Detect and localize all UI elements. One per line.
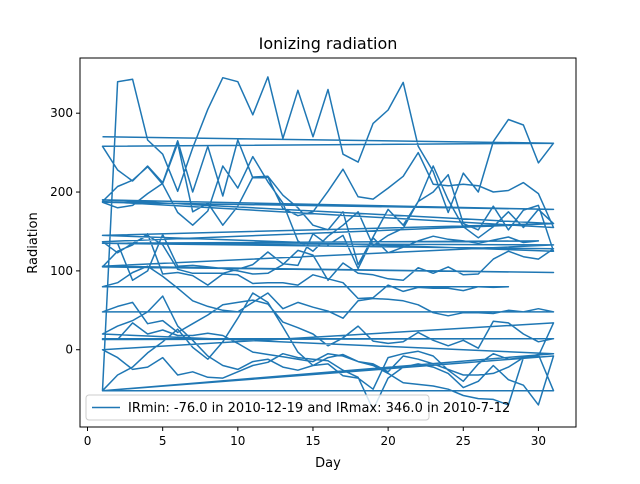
legend-entry-label: IRmin: -76.0 in 2010-12-19 and IRmax: 34… [128,401,510,416]
x-tick-label: 5 [159,434,167,448]
chart-title: Ionizing radiation [259,34,398,53]
y-axis: 0 100 200 300 [50,106,80,357]
y-tick-label: 200 [50,185,73,199]
legend: IRmin: -76.0 in 2010-12-19 and IRmax: 34… [85,394,510,421]
x-tick-label: 10 [230,434,245,448]
y-tick-label: 100 [50,264,73,278]
x-tick-label: 20 [380,434,395,448]
x-tick-label: 25 [456,434,471,448]
axes-frame [79,57,577,428]
x-axis: 0 5 10 15 20 25 30 [84,427,546,448]
x-tick-label: 0 [84,434,92,448]
legend-box [85,394,430,421]
x-axis-label: Day [315,456,341,471]
x-tick-label: 30 [531,434,546,448]
series-layer [101,76,555,411]
series-line-0 [101,76,555,411]
y-axis-label: Radiation [26,212,41,273]
y-tick-label: 300 [50,106,73,120]
y-tick-label: 0 [65,343,73,357]
x-tick-label: 15 [305,434,320,448]
